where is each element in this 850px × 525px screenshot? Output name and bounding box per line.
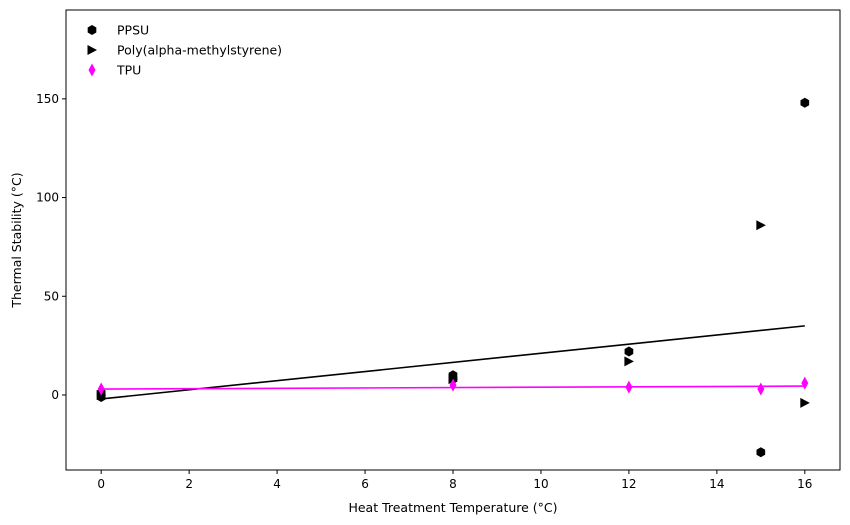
data-point-series-2: [625, 380, 633, 394]
legend-label-series-2: TPU: [116, 63, 141, 78]
data-point-series-2: [757, 382, 765, 396]
data-point-series-1: [624, 356, 634, 367]
x-axis: 0 2 4 6 8 10 12 14 16: [97, 470, 812, 491]
y-tick-label: 0: [51, 388, 59, 402]
x-tick-label: 0: [97, 477, 105, 491]
legend-marker-series-1: [87, 45, 97, 55]
x-tick-label: 12: [621, 477, 636, 491]
x-tick-label: 2: [185, 477, 193, 491]
y-tick-label: 50: [44, 289, 59, 303]
y-tick-label: 100: [36, 191, 59, 205]
data-point-series-1: [756, 220, 766, 231]
data-point-series-0: [756, 447, 766, 458]
y-axis: 0 50 100 150: [36, 92, 66, 402]
legend-marker-series-0: [87, 25, 97, 35]
data-point-series-0: [624, 346, 634, 357]
data-point-series-1: [800, 397, 810, 408]
legend-label-series-0: PPSU: [117, 23, 149, 38]
y-axis-label: Thermal Stability (°C): [9, 172, 24, 308]
fit-line-series-0: [101, 325, 805, 400]
legend-marker-series-2: [88, 63, 96, 77]
x-tick-label: 14: [709, 477, 724, 491]
x-tick-label: 8: [449, 477, 457, 491]
x-axis-label: Heat Treatment Temperature (°C): [348, 500, 557, 515]
y-tick-label: 150: [36, 92, 59, 106]
x-tick-label: 6: [361, 477, 369, 491]
x-tick-label: 16: [797, 477, 812, 491]
legend: PPSU Poly(alpha-methylstyrene) TPU: [87, 23, 282, 78]
data-point-series-2: [801, 376, 809, 390]
x-tick-label: 10: [533, 477, 548, 491]
legend-label-series-1: Poly(alpha-methylstyrene): [117, 43, 282, 58]
data-point-series-2: [449, 378, 457, 392]
plot-frame: [65, 9, 841, 471]
data-point-series-0: [800, 97, 810, 108]
data-point-series-2: [97, 382, 105, 396]
x-tick-label: 4: [273, 477, 281, 491]
data-markers: [96, 97, 810, 458]
